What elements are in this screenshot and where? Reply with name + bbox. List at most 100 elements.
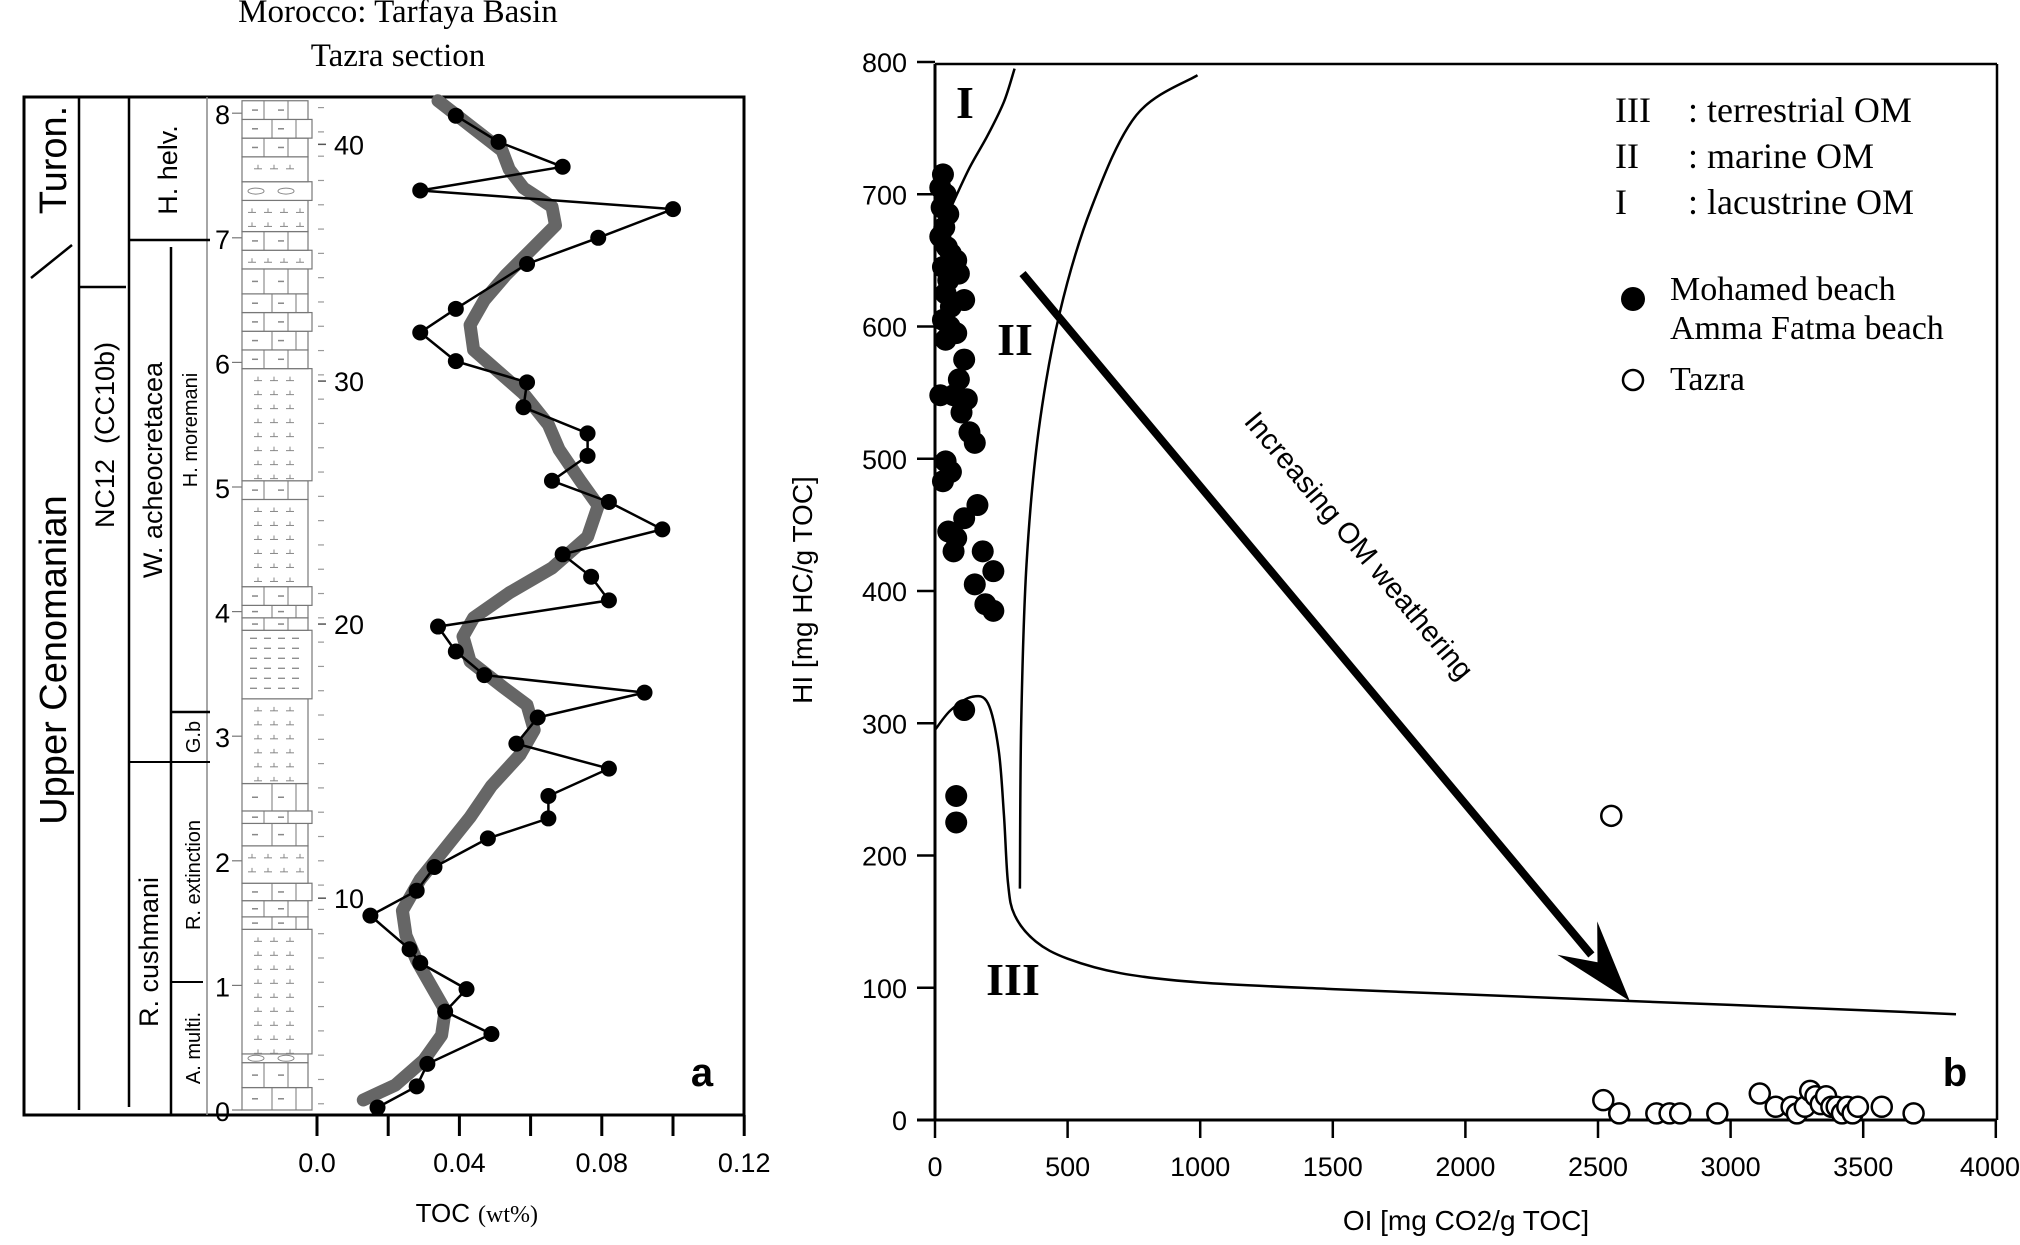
hi-y-tick-label: 700 [862, 180, 907, 210]
sample-number-label: 20 [334, 610, 364, 640]
filled-sample-point [942, 540, 965, 563]
lithology-bed [241, 268, 309, 295]
filled-sample-point [953, 348, 976, 371]
sample-number-label: 40 [334, 130, 364, 160]
lithology-bed [241, 498, 309, 588]
legend-type-I-key: I [1615, 182, 1627, 222]
legend-type-I-label: : lacustrine OM [1688, 182, 1914, 222]
oi-x-tick-label: 1000 [1170, 1152, 1230, 1182]
stage-boundary-mark [30, 244, 73, 279]
foram-subzone-label-moremani: H. moremani [180, 373, 202, 487]
toc-sample-point [408, 1078, 425, 1095]
filled-sample-point [945, 322, 968, 345]
kerogen-boundary-curve [934, 694, 1957, 1016]
oi-x-tick-label: 1500 [1303, 1152, 1363, 1182]
toc-sample-point [412, 182, 429, 199]
toc-sample-point [430, 618, 447, 635]
legend: III : terrestrial OM II : marine OM I : … [1615, 90, 1944, 398]
lithology-bed [241, 900, 309, 918]
toc-sample-point [447, 300, 464, 317]
tazra-sample-point [1668, 1102, 1692, 1125]
depth-tick-label: 7 [215, 225, 230, 255]
toc-x-tick-label: 0.0 [298, 1148, 336, 1178]
depth-tick-label: 4 [215, 599, 230, 629]
toc-sample-point [540, 810, 557, 827]
tazra-sample-point [1607, 1102, 1631, 1125]
hi-y-tick-label: 0 [892, 1106, 907, 1136]
toc-sample-point [447, 107, 464, 124]
toc-sample-point [579, 447, 596, 464]
sample-number-label: 10 [334, 884, 364, 914]
filled-sample-point [982, 599, 1005, 622]
toc-sample-point [426, 859, 443, 876]
tazra-points [1592, 804, 1925, 1125]
hi-y-tick-label: 800 [862, 48, 907, 78]
filled-sample-point [931, 470, 954, 493]
kerogen-type-boundaries [934, 68, 1957, 1016]
lithology-bed [241, 698, 309, 785]
hi-y-label: HI [mg HC/g TOC] [787, 476, 818, 704]
toc-sample-point [401, 941, 418, 958]
toc-x-label: TOC [416, 1198, 470, 1228]
depth-axis: 0 1 2 3 4 5 6 7 8 [215, 100, 242, 1127]
tazra-sample-point [1748, 1082, 1772, 1105]
toc-x-axis: 0.0 0.04 0.08 0.12 [298, 1115, 770, 1178]
depth-tick-label: 8 [215, 100, 230, 130]
lithology-bed [241, 1062, 309, 1089]
lithology-bed [241, 230, 309, 251]
foram-zone-label-helv: H. helv. [153, 125, 183, 215]
nanno-zone-label: NC12 (CC10b) [90, 342, 120, 528]
panel-a-label: a [691, 1051, 714, 1095]
foram-subzone-label-gb: G.b [183, 721, 205, 753]
toc-sample-point [636, 684, 653, 701]
toc-sample-point [590, 229, 607, 246]
toc-sample-point [458, 981, 475, 998]
toc-sample-point [508, 735, 525, 752]
toc-sample-point [600, 493, 617, 510]
stage-label-upper-cenomanian: Upper Cenomanian [33, 495, 75, 825]
toc-sample-point [419, 1055, 436, 1072]
legend-filled-circle-marker [1621, 287, 1645, 311]
toc-sample-point [600, 592, 617, 609]
lithology-bed [241, 617, 309, 631]
kerogen-boundary-curve [1018, 74, 1199, 889]
sample-number-label: 30 [334, 367, 364, 397]
weathering-annotation: Increasing OM weathering [1238, 406, 1480, 686]
legend-type-II-key: II [1615, 136, 1639, 176]
lithology-bed [241, 137, 309, 158]
toc-sample-point [447, 353, 464, 370]
toc-x-unit: (wt%) [478, 1202, 538, 1228]
toc-sample-point [362, 907, 379, 924]
depth-tick-label: 1 [215, 972, 230, 1002]
filled-sample-point [971, 540, 994, 563]
panel-a-frame [22, 95, 746, 1117]
lithology-bed [241, 822, 309, 847]
weathering-arrow-head [1557, 921, 1630, 1001]
filled-sample-point [963, 431, 986, 454]
panel-b-label: b [1943, 1051, 1967, 1095]
lithology-bed [241, 349, 309, 370]
toc-sample-point [437, 1003, 454, 1020]
region-label-II: II [997, 314, 1033, 365]
toc-sample-point [600, 760, 617, 777]
toc-sample-point [490, 133, 507, 150]
toc-sample-point [412, 954, 429, 971]
region-label-I: I [956, 77, 974, 128]
legend-tazra: Tazra [1670, 361, 1745, 398]
kerogen-boundary-curve [949, 68, 1016, 209]
weathering-arrow [1019, 271, 1595, 958]
toc-sample-point [408, 882, 425, 899]
panel-a-title-line2: Tazra section [311, 38, 486, 74]
foram-zone-label-cushmani: R. cushmani [134, 877, 164, 1027]
legend-type-III-key: III [1615, 90, 1651, 130]
toc-sample-point [515, 399, 532, 416]
mohamed-amma-fatma-points [929, 163, 1005, 834]
toc-sample-point [554, 158, 571, 175]
depth-tick-label: 5 [215, 474, 230, 504]
toc-sample-point [483, 1025, 500, 1042]
lithology-bed [241, 100, 309, 121]
legend-mohamed-beach: Mohamed beach [1670, 271, 1896, 308]
oi-x-tick-label: 3000 [1701, 1152, 1761, 1182]
foram-subzone-label-extinction: R. extinction [183, 820, 205, 930]
panel-a-toc-log: Morocco: Tarfaya Basin Tazra section Tur… [22, 0, 770, 1228]
